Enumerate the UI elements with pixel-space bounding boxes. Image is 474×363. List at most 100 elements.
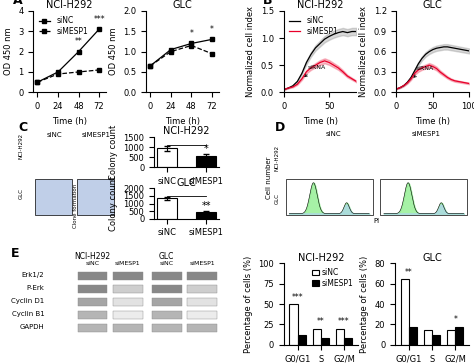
siNC [445, 45, 450, 49]
Bar [401, 279, 409, 345]
Text: **: ** [405, 268, 413, 277]
Text: D: D [274, 121, 285, 134]
Line: siNC: siNC [396, 47, 469, 89]
FancyBboxPatch shape [78, 298, 108, 306]
siNC [354, 29, 359, 34]
siNC [303, 60, 309, 65]
Text: GLC: GLC [159, 252, 174, 261]
Line: siNC: siNC [148, 38, 214, 68]
siMESP1 [299, 77, 305, 81]
X-axis label: Time (h): Time (h) [415, 117, 450, 126]
Text: **: ** [75, 37, 82, 46]
siNC [427, 49, 432, 54]
siMESP1 [438, 70, 443, 74]
siMESP1 [463, 81, 468, 85]
Text: C: C [18, 121, 27, 134]
siMESP1 [317, 60, 323, 65]
Bar [456, 327, 464, 345]
Bar [447, 330, 456, 345]
FancyBboxPatch shape [187, 272, 217, 280]
Bar [157, 148, 177, 167]
siNC [349, 29, 355, 34]
siNC [147, 64, 153, 68]
siNC [345, 30, 350, 35]
Text: Erk1/2: Erk1/2 [22, 272, 44, 278]
siNC [452, 46, 457, 50]
Line: siMESP1: siMESP1 [284, 61, 356, 90]
Y-axis label: Colony count: Colony count [109, 125, 118, 180]
siMESP1 [423, 64, 428, 69]
siMESP1 [434, 66, 439, 71]
siNC [412, 69, 418, 73]
siNC [326, 34, 332, 38]
siNC [430, 48, 436, 52]
FancyBboxPatch shape [77, 179, 114, 215]
siNC [463, 48, 468, 52]
Line: siNC: siNC [36, 28, 101, 84]
siNC [438, 45, 443, 50]
siMESP1 [313, 63, 319, 68]
siMESP1 [430, 64, 436, 69]
Text: Cyclin D1: Cyclin D1 [11, 298, 44, 304]
siMESP1 [401, 83, 407, 88]
Text: siMESP1: siMESP1 [115, 261, 141, 266]
Text: ***: *** [292, 293, 303, 302]
siNC [285, 86, 291, 90]
FancyBboxPatch shape [78, 324, 108, 332]
FancyBboxPatch shape [113, 285, 143, 293]
Text: *: * [454, 315, 457, 325]
siMESP1 [76, 70, 82, 74]
Bar [298, 335, 306, 345]
Text: ***: *** [338, 318, 350, 326]
siMESP1 [147, 64, 153, 68]
Y-axis label: Percentage of cells (%): Percentage of cells (%) [360, 256, 369, 353]
FancyBboxPatch shape [77, 220, 114, 256]
FancyBboxPatch shape [187, 298, 217, 306]
Y-axis label: Normalized cell index: Normalized cell index [246, 6, 255, 97]
Text: *: * [204, 144, 209, 154]
Title: GLC: GLC [173, 0, 192, 10]
Bar [409, 327, 417, 345]
FancyBboxPatch shape [78, 311, 108, 319]
FancyBboxPatch shape [187, 285, 217, 293]
siMESP1 [168, 49, 173, 54]
FancyBboxPatch shape [152, 272, 182, 280]
Text: PI: PI [374, 219, 380, 224]
Text: GLC: GLC [275, 193, 280, 204]
Title: GLC: GLC [423, 0, 443, 10]
Text: E: E [11, 247, 19, 260]
siNC [96, 27, 102, 31]
siMESP1 [290, 85, 296, 89]
Title: GLC: GLC [422, 253, 442, 262]
Text: NCI-H292: NCI-H292 [74, 252, 110, 261]
Line: siMESP1: siMESP1 [36, 68, 101, 84]
siMESP1 [340, 70, 346, 74]
Y-axis label: Normalized cell index: Normalized cell index [359, 6, 368, 97]
siNC [168, 48, 173, 52]
Legend: siNC, siMESP1: siNC, siMESP1 [311, 267, 354, 288]
siNC [441, 45, 447, 49]
siNC [317, 41, 323, 46]
siMESP1 [326, 60, 332, 65]
siNC [35, 80, 40, 84]
Y-axis label: OD 450 nm: OD 450 nm [3, 28, 12, 76]
siNC [294, 79, 300, 83]
siNC [336, 30, 341, 35]
siNC [281, 87, 287, 92]
FancyBboxPatch shape [187, 324, 217, 332]
siMESP1 [55, 72, 61, 76]
FancyBboxPatch shape [152, 285, 182, 293]
siNC [393, 87, 399, 91]
FancyBboxPatch shape [78, 272, 108, 280]
FancyBboxPatch shape [152, 324, 182, 332]
siMESP1 [281, 87, 287, 92]
Bar [432, 335, 440, 345]
Bar [321, 338, 329, 345]
Text: siRNA: siRNA [414, 66, 434, 77]
Text: ***: *** [93, 15, 105, 24]
Text: Clone formation: Clone formation [73, 183, 78, 228]
FancyBboxPatch shape [285, 220, 373, 256]
siNC [55, 70, 61, 74]
Text: siRNA: siRNA [305, 65, 326, 77]
siMESP1 [397, 85, 403, 90]
